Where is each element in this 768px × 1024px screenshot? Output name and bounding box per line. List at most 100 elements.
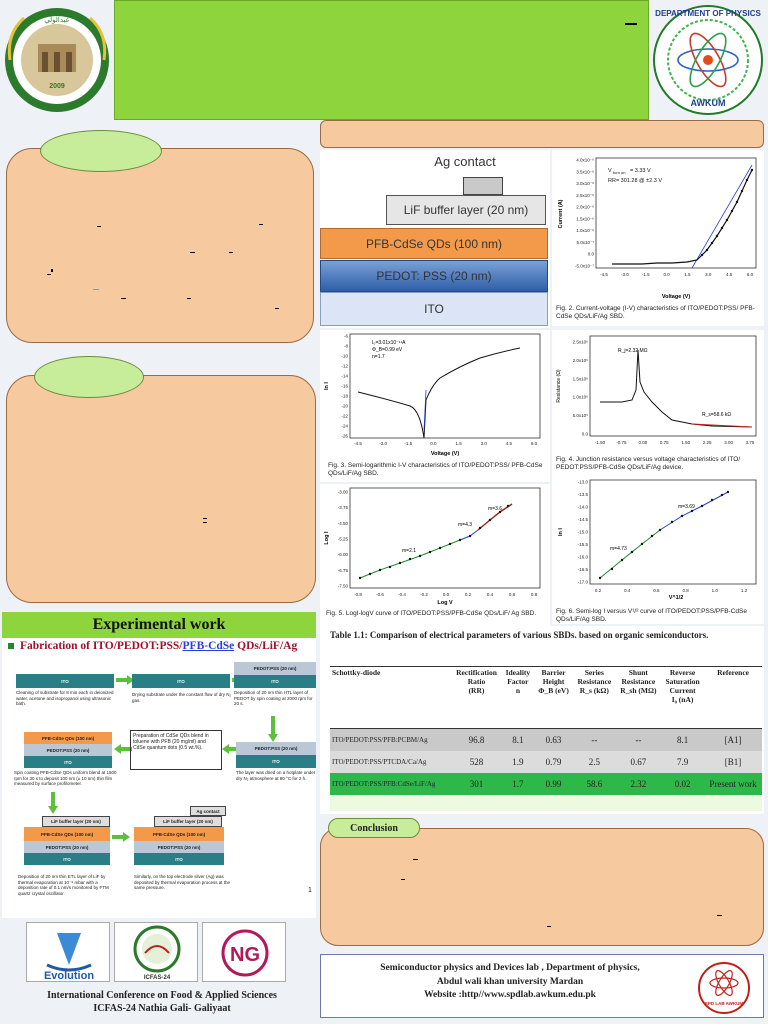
arrow-down-icon [268, 716, 278, 742]
fig5-data-point [468, 534, 472, 538]
lif-layer: LiF buffer layer (20 nm) [386, 195, 546, 225]
fig2-x-tick-label: 6.0 [747, 272, 754, 277]
lab-line1: Semiconductor physics and Devices lab , … [380, 963, 640, 973]
fig5-data-point [398, 561, 402, 565]
ng-logo: NG [202, 922, 286, 982]
dept-logo-text: DEPARTMENT OF PHYSICS [655, 9, 761, 18]
fig3-x-tick-label: 4.5 [506, 441, 513, 446]
step-clean: Cleaning of substrate for 8 min each in … [16, 690, 114, 706]
conference-line2: ICFAS-24 Nathia Gali- Galiyaat [93, 1003, 231, 1014]
fig3-semilog-chart: -6 -8 -10 -12 -14 -16 -18 -20 -22 -24 -26 -4.5 -3.0… [320, 330, 550, 482]
dept-logo-sub: AWKUM [691, 98, 726, 108]
fig5-ann3: m=2.1 [402, 548, 416, 554]
fig3-y-tick-label: -10 [341, 354, 348, 359]
step-pedot: Deposition of 20 nm thin HTL layer of PE… [234, 690, 313, 706]
fig3-x-tick-label: 3.0 [481, 441, 488, 446]
conference-line1: International Conference on Food & Appli… [47, 990, 277, 1001]
arrow-down-icon [48, 792, 58, 814]
fig4-y-tick-label: 5.0x10⁵ [573, 413, 589, 418]
fig4-x-tick-label: 2.25 [703, 440, 712, 445]
lab-info-box: Semiconductor physics and Devices lab , … [320, 954, 764, 1018]
fig5-loglog-chart: -3.00 -3.75 -4.50 -5.25 -6.00 -6.75 -7.50 -0.8… [320, 484, 550, 626]
fig3-ann2: Φ_B=0.99 eV [372, 347, 403, 353]
fig5-y-tick-label: -6.00 [338, 552, 349, 557]
fig2-ann2: RR= 301.28 @ ±2.3 V [608, 178, 662, 184]
experimental-heading: Experimental work [2, 612, 316, 638]
table-cell: [B1] [724, 756, 742, 767]
fig6-data-point [726, 490, 730, 494]
fig3-x-tick-label: 0.0 [430, 441, 437, 446]
fig4-x-tick-label: -0.75 [616, 440, 627, 445]
fig2-x-tick-label: 1.5 [684, 272, 691, 277]
fig2-ann1: V [608, 168, 612, 174]
pedot-layer: PEDOT: PSS (20 nm) [320, 260, 548, 292]
table-header-cell: Ideality Factor n [505, 668, 531, 695]
fig3-ylabel: ln I [324, 382, 330, 390]
fig2-data-point [715, 234, 719, 238]
fig3-x-tick-label: -4.5 [354, 441, 362, 446]
table-cell: ITO/PEDOT:PSS/PFB:CdSe/LiF/Ag [332, 779, 436, 788]
table-cell: 0.99 [545, 778, 562, 789]
comparison-table: Schottky-diode Rectification Ratio (RR) Idea… [330, 666, 762, 795]
fig5-y-tick-label: -7.50 [338, 584, 349, 589]
fig5-x-tick-label: 0.6 [509, 592, 516, 597]
results-heading-bar [320, 120, 764, 148]
fig5-caption: Fig. 5. LogI-logV curve of ITO/PEDOT:PSS… [326, 610, 537, 617]
table-cell: 58.6 [586, 778, 603, 789]
fig6-x-tick-label: 1.0 [712, 588, 719, 593]
table-cell: 528 [469, 756, 484, 767]
department-logo: DEPARTMENT OF PHYSICS AWKUM [652, 2, 764, 117]
table-cell: 0.67 [630, 756, 647, 767]
fig5-data-point [418, 554, 422, 558]
fig6-y-tick-label: -15.5 [578, 542, 589, 547]
fig6-y-tick-label: -13.0 [578, 480, 589, 485]
fig6-data-point [710, 498, 714, 502]
fig2-ann1-val: = 3.33 V [630, 168, 651, 174]
evolution-logo-text: Evolution [44, 970, 94, 982]
fig4-y-tick-label: 0.0 [582, 432, 589, 437]
pedot-block-1: PEDOT:PSS (20 nm) [234, 662, 316, 675]
arrow-left-icon [222, 744, 240, 754]
fig1-device-structure: Ag contact LiF buffer layer (20 nm) PFB-… [320, 150, 550, 328]
conclusion-panel [320, 828, 764, 946]
fig2-ylabel: Current (A) [558, 199, 564, 228]
fig3-x-tick-label: -3.0 [379, 441, 387, 446]
fig5-data-point [438, 546, 442, 550]
fig2-y-tick-label: -5.0x10⁻⁷ [575, 264, 594, 269]
logo-year: 2009 [49, 83, 65, 90]
table-cell: 0.63 [545, 734, 562, 745]
pedot-block-5: PEDOT:PSS (20 nm) [134, 841, 224, 853]
pfb-block-3: PFB-CdSe QDs (100 nm) [134, 827, 224, 841]
ng-logo-text: NG [230, 944, 260, 966]
fig2-data-point [720, 226, 724, 230]
fig2-data-point [750, 168, 754, 172]
fig2-iv-chart: 4.0x10⁻⁶ 3.5x10⁻⁶ 3.0x10⁻⁶ 2.5x10⁻⁶ 2.0x10⁻⁶… [552, 150, 764, 326]
fig6-data-point [680, 514, 684, 518]
fig4-x-tick-label: -1.50 [595, 440, 606, 445]
fig2-y-tick-label: 5.0x10⁻⁷ [576, 240, 594, 245]
fig4-ann1: R_j=2.32 MΩ [618, 348, 648, 354]
lab-website-link[interactable]: Website :http//www.spdlab.awkum.edu.pk [424, 990, 596, 1000]
title-dash [625, 23, 637, 25]
fig4-x-tick-label: 0.00 [638, 440, 647, 445]
fig5-xlabel: Log V [437, 600, 453, 606]
fig2-data-point [710, 241, 714, 245]
table-cell: ITO/PEDOT:PSS/PTCDA/Ca/Ag [332, 757, 427, 766]
page-number: 1 [308, 887, 312, 894]
fig6-y-tick-label: -16.0 [578, 555, 589, 560]
objectives-heading-oval [34, 356, 144, 398]
ag-block: Ag contact [190, 806, 226, 816]
introduction-panel [6, 148, 314, 343]
ito-block-2: ITO [132, 674, 230, 688]
fig5-x-tick-label: -0.6 [376, 592, 384, 597]
table-title: Table 1.1: Comparison of electrical para… [330, 630, 709, 640]
pfb-block-2: PFB-CdSe QDs (100 nm) [24, 827, 110, 841]
ag-contact-label: Ag contact [434, 153, 496, 169]
fig6-ann2: m=4.73 [610, 546, 627, 552]
fig3-y-tick-label: -20 [341, 404, 348, 409]
table-cell: -- [591, 734, 598, 745]
fig6-schottky-chart: -13.0 -13.5 -14.0 -14.5 -15.0 -15.5 -16.0 -16.5… [552, 474, 764, 624]
fig2-y-tick-label: 2.5x10⁻⁶ [576, 193, 594, 198]
ito-block-6: ITO [24, 853, 110, 865]
fig4-caption: Fig. 4. Junction resistance versus volta… [556, 456, 741, 471]
